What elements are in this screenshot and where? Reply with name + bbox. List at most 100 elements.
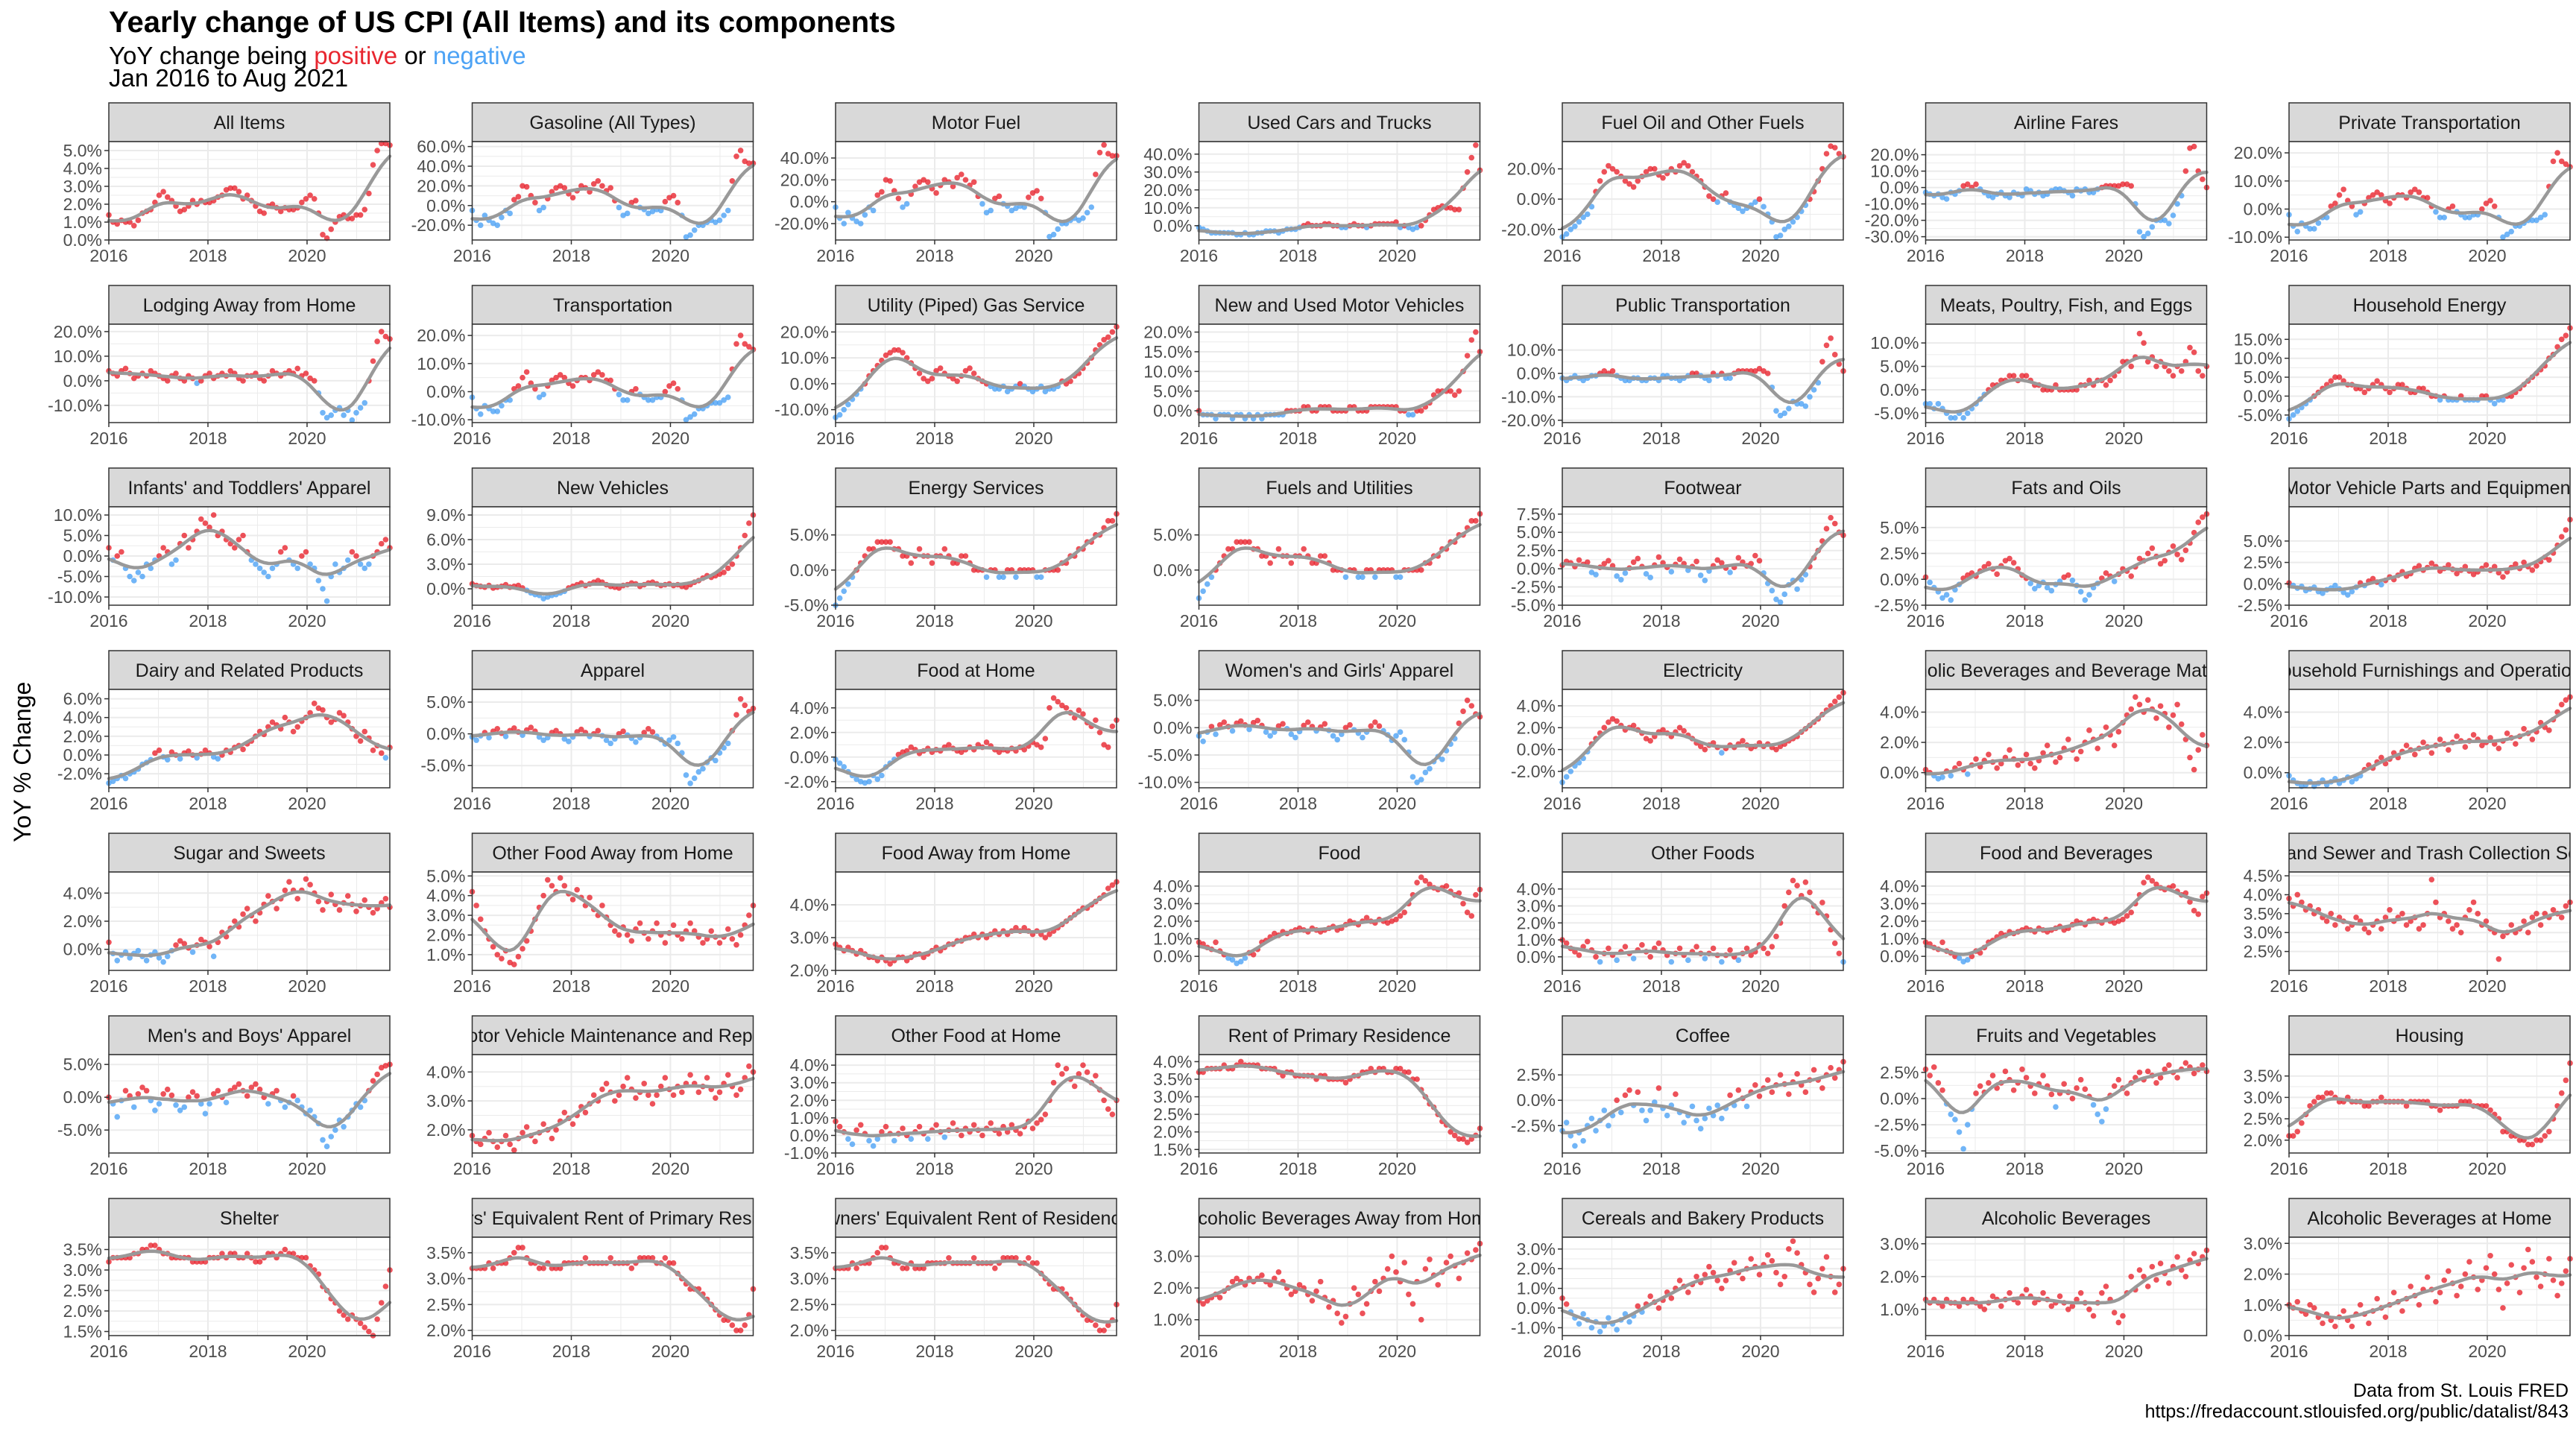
x-tick-label: 2018 bbox=[552, 429, 590, 448]
trend-line bbox=[1197, 169, 1482, 236]
y-tick-label: -5.0% bbox=[57, 567, 102, 587]
data-point bbox=[256, 1259, 263, 1265]
panel-background bbox=[1562, 142, 1843, 240]
data-point bbox=[1042, 1111, 1049, 1117]
data-point bbox=[1601, 168, 1608, 175]
data-point bbox=[173, 1102, 179, 1108]
facet-panel: Used Cars and Trucks0.0%10.0%20.0%30.0%4… bbox=[1143, 102, 1483, 265]
data-point bbox=[1448, 1253, 1453, 1260]
data-point bbox=[1456, 1275, 1462, 1282]
data-point bbox=[1769, 587, 1775, 594]
trend-line bbox=[2287, 341, 2572, 412]
data-point bbox=[624, 932, 631, 938]
data-point bbox=[307, 192, 313, 198]
data-point bbox=[713, 1095, 719, 1102]
data-point bbox=[1301, 546, 1307, 552]
data-point bbox=[164, 1086, 171, 1093]
trend-line bbox=[833, 522, 1119, 591]
data-point bbox=[2170, 883, 2176, 889]
data-point bbox=[244, 906, 250, 912]
data-point bbox=[1614, 718, 1620, 724]
data-point bbox=[1580, 1311, 1586, 1317]
data-point bbox=[1714, 199, 1720, 206]
data-point bbox=[695, 1089, 702, 1096]
facet-title: Shelter bbox=[220, 1208, 279, 1229]
data-point bbox=[1213, 415, 1219, 422]
data-point bbox=[1101, 337, 1107, 343]
x-tick-label: 2018 bbox=[915, 611, 953, 631]
data-point bbox=[130, 223, 137, 229]
data-point bbox=[1059, 1071, 1065, 1077]
data-point bbox=[2546, 557, 2552, 563]
data-point bbox=[1614, 1097, 1620, 1104]
x-tick-label: 2018 bbox=[2369, 1159, 2407, 1178]
data-point bbox=[879, 189, 885, 195]
x-tick-label: 2020 bbox=[651, 611, 689, 631]
data-point bbox=[2504, 231, 2510, 238]
y-tick-label: 2.5% bbox=[2244, 553, 2282, 572]
data-point bbox=[2504, 1280, 2510, 1286]
data-point bbox=[1473, 518, 1479, 524]
data-point bbox=[1580, 1137, 1586, 1144]
data-point bbox=[2428, 876, 2435, 882]
data-point bbox=[1593, 1128, 1599, 1134]
y-tick-label: 3.5% bbox=[63, 1240, 102, 1260]
data-point bbox=[924, 1136, 931, 1142]
panel-border bbox=[1562, 689, 1844, 789]
data-point bbox=[1685, 1289, 1691, 1295]
data-point bbox=[983, 574, 990, 581]
data-point bbox=[2558, 534, 2565, 540]
y-tick-label: 40.0% bbox=[1143, 145, 1192, 164]
data-point bbox=[557, 875, 564, 881]
data-point bbox=[670, 1092, 677, 1099]
data-point bbox=[2408, 1283, 2414, 1289]
data-point bbox=[737, 1086, 744, 1093]
data-point bbox=[473, 903, 479, 909]
data-point bbox=[2149, 545, 2156, 552]
data-point bbox=[2077, 1076, 2084, 1083]
data-point bbox=[713, 399, 719, 406]
data-point bbox=[2508, 922, 2515, 928]
data-point bbox=[2534, 1274, 2539, 1280]
x-tick-label: 2020 bbox=[2468, 1342, 2506, 1361]
data-point bbox=[2395, 382, 2402, 388]
data-point bbox=[227, 367, 233, 374]
data-point bbox=[2128, 909, 2135, 916]
data-point bbox=[206, 370, 212, 376]
data-point bbox=[979, 1132, 985, 1139]
facet-strip bbox=[1925, 650, 2208, 690]
y-tick-label: -2.5% bbox=[1874, 1115, 1919, 1134]
x-tick-label: 2018 bbox=[1279, 976, 1317, 996]
data-point bbox=[612, 1098, 618, 1104]
x-tick-label: 2020 bbox=[1378, 611, 1416, 631]
data-point bbox=[691, 227, 698, 233]
y-tick-label: 1.0% bbox=[790, 1108, 829, 1128]
data-point bbox=[687, 920, 693, 926]
x-tick-label: 2020 bbox=[2105, 611, 2143, 631]
data-point bbox=[1427, 1257, 1433, 1263]
data-point bbox=[2053, 1104, 2059, 1111]
x-tick-label: 2016 bbox=[89, 794, 127, 813]
data-point bbox=[1213, 731, 1219, 737]
data-point bbox=[148, 367, 154, 374]
facet-title: Airline Fares bbox=[2014, 113, 2118, 133]
y-tick-label: 0.0% bbox=[63, 230, 102, 250]
y-tick-label: -5.0% bbox=[1874, 403, 1919, 423]
data-point bbox=[959, 1132, 965, 1139]
data-point bbox=[2311, 226, 2317, 232]
data-point bbox=[921, 177, 926, 183]
y-tick-label: 0.0% bbox=[1517, 947, 1556, 967]
x-tick-label: 2016 bbox=[816, 976, 854, 996]
y-tick-label: 3.5% bbox=[2244, 904, 2282, 923]
data-point bbox=[1000, 574, 1006, 581]
data-point bbox=[1606, 1122, 1611, 1129]
panel-border bbox=[471, 323, 754, 423]
data-point bbox=[746, 160, 752, 166]
data-point bbox=[2200, 176, 2206, 183]
data-point bbox=[1802, 403, 1809, 409]
data-point bbox=[135, 1091, 142, 1097]
data-point bbox=[1606, 557, 1611, 564]
data-point bbox=[1397, 729, 1404, 735]
data-point bbox=[1351, 1285, 1357, 1291]
